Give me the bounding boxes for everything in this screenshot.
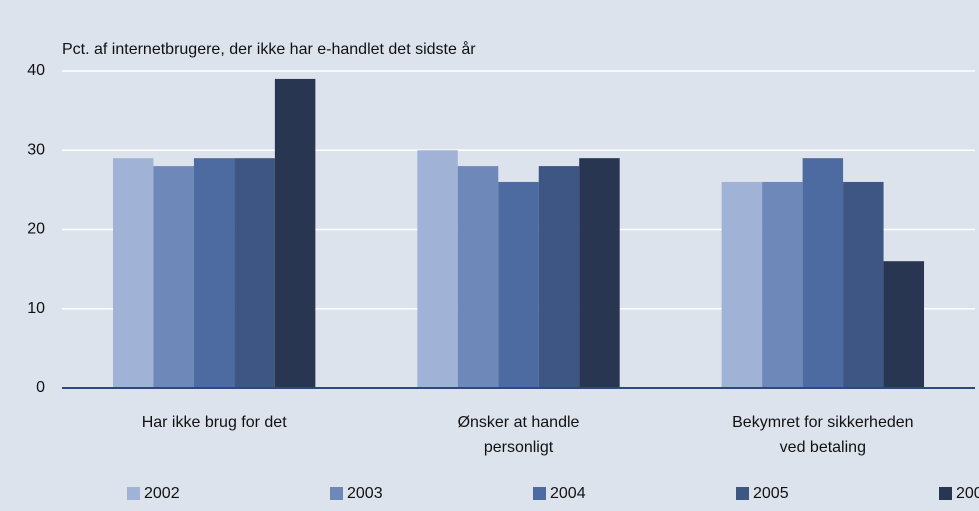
- bar: [498, 181, 539, 388]
- bar: [579, 158, 620, 388]
- legend-swatch: [533, 487, 546, 500]
- bar: [193, 158, 235, 388]
- y-tick-label: 40: [27, 62, 45, 79]
- bar: [883, 261, 925, 388]
- legend-swatch: [736, 487, 749, 500]
- y-tick-label: 20: [27, 221, 45, 238]
- bar: [457, 166, 499, 388]
- legend-label: 2003: [347, 485, 383, 502]
- bar: [153, 166, 194, 388]
- y-tick-label: 30: [27, 141, 45, 158]
- y-tick-label: 10: [27, 300, 45, 317]
- bar: [802, 158, 844, 388]
- y-axis-label: Pct. af internetbrugere, der ikke har e-…: [62, 40, 476, 58]
- legend-label: 2006: [956, 485, 979, 502]
- bar: [721, 181, 763, 388]
- bar: [843, 181, 884, 388]
- x-tick-label: Ønsker at handle personligt: [458, 414, 580, 456]
- legend-swatch: [939, 487, 952, 500]
- legend-label: 2004: [550, 485, 586, 502]
- legend-label: 2002: [144, 485, 180, 502]
- legend-swatch: [330, 487, 343, 500]
- bar: [538, 166, 580, 388]
- bar: [417, 150, 458, 388]
- x-tick-label: Bekymret for sikkerheden ved betaling: [732, 414, 913, 456]
- x-tick-label: Har ikke brug for det: [142, 414, 288, 431]
- y-tick-label: 0: [36, 379, 45, 396]
- bar: [762, 181, 803, 388]
- legend-label: 2005: [753, 485, 789, 502]
- legend-swatch: [127, 487, 140, 500]
- bar: [274, 78, 316, 389]
- bar: [234, 158, 275, 388]
- bar: [112, 158, 154, 388]
